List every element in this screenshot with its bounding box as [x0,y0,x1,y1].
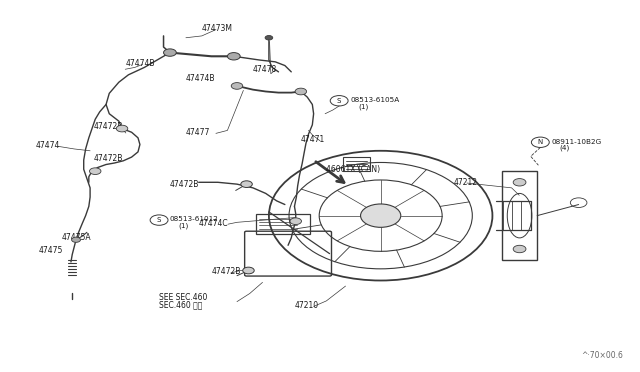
Circle shape [241,181,252,187]
Circle shape [231,83,243,89]
Circle shape [90,168,101,174]
Circle shape [290,218,301,225]
Text: 47475: 47475 [39,246,63,255]
Text: SEC.460 参図: SEC.460 参図 [159,301,202,310]
Text: 46061X (CAN): 46061X (CAN) [326,165,381,174]
Circle shape [227,52,240,60]
Text: 47210: 47210 [294,301,319,310]
Text: (1): (1) [178,223,188,229]
Text: 47471: 47471 [301,135,325,144]
Text: 08911-10B2G: 08911-10B2G [551,138,602,145]
Text: 47472B: 47472B [211,267,241,276]
Text: 08513-61012: 08513-61012 [170,217,219,222]
Text: ^·70×00.6: ^·70×00.6 [582,351,623,360]
Text: N: N [538,139,543,145]
Text: S: S [337,98,341,104]
Circle shape [164,49,176,56]
Text: 47474C: 47474C [198,219,228,228]
Text: 47212: 47212 [454,178,478,187]
Text: 47472B: 47472B [93,122,123,131]
Circle shape [265,36,273,40]
Circle shape [360,204,401,227]
Circle shape [116,125,128,132]
Circle shape [513,179,526,186]
Text: 47472B: 47472B [170,180,199,189]
Text: 47474B: 47474B [125,59,155,68]
Circle shape [243,267,254,274]
Circle shape [295,88,307,95]
Text: 47475A: 47475A [61,233,91,243]
Circle shape [513,245,526,253]
Text: 08513-6105A: 08513-6105A [350,97,399,103]
Text: 47473M: 47473M [202,24,233,33]
Text: SEE SEC.460: SEE SEC.460 [159,294,207,302]
Text: 47474B: 47474B [186,74,216,83]
Text: 47478: 47478 [253,65,277,74]
Text: (4): (4) [559,145,570,151]
Text: (1): (1) [358,103,369,110]
Text: S: S [157,217,161,223]
Text: 47474: 47474 [36,141,60,150]
Circle shape [72,237,81,242]
Text: 47477: 47477 [186,128,211,137]
Text: 47472B: 47472B [93,154,123,163]
